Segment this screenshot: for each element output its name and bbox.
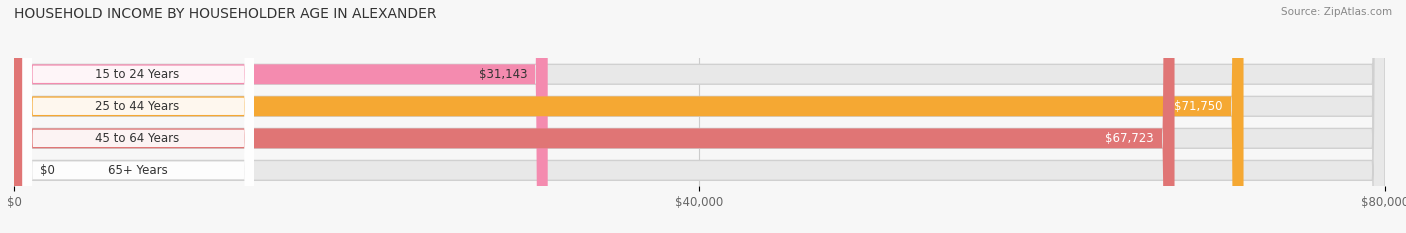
Text: 65+ Years: 65+ Years	[108, 164, 167, 177]
FancyBboxPatch shape	[22, 0, 254, 233]
Text: $71,750: $71,750	[1174, 100, 1223, 113]
FancyBboxPatch shape	[14, 0, 1243, 233]
Text: $31,143: $31,143	[478, 68, 527, 81]
FancyBboxPatch shape	[22, 0, 254, 233]
FancyBboxPatch shape	[22, 0, 254, 233]
Text: $67,723: $67,723	[1105, 132, 1154, 145]
FancyBboxPatch shape	[14, 0, 1385, 233]
FancyBboxPatch shape	[14, 0, 548, 233]
Text: 25 to 44 Years: 25 to 44 Years	[96, 100, 180, 113]
FancyBboxPatch shape	[14, 0, 1385, 233]
FancyBboxPatch shape	[14, 0, 1385, 233]
Text: 15 to 24 Years: 15 to 24 Years	[96, 68, 180, 81]
Text: $0: $0	[39, 164, 55, 177]
FancyBboxPatch shape	[22, 0, 254, 233]
Text: 45 to 64 Years: 45 to 64 Years	[96, 132, 180, 145]
Text: HOUSEHOLD INCOME BY HOUSEHOLDER AGE IN ALEXANDER: HOUSEHOLD INCOME BY HOUSEHOLDER AGE IN A…	[14, 7, 436, 21]
Text: Source: ZipAtlas.com: Source: ZipAtlas.com	[1281, 7, 1392, 17]
FancyBboxPatch shape	[14, 0, 1174, 233]
FancyBboxPatch shape	[14, 0, 1385, 233]
